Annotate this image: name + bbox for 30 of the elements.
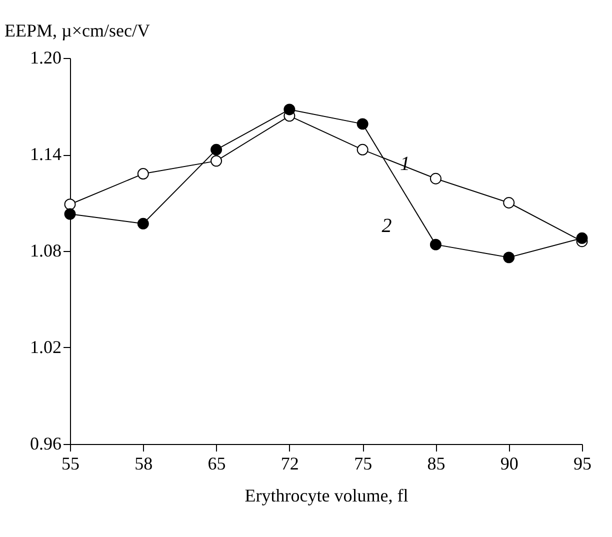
point [284, 104, 296, 116]
series-label: 2 [382, 215, 392, 238]
point [137, 168, 149, 180]
point [137, 218, 149, 230]
point [64, 208, 76, 220]
point [210, 144, 222, 156]
point [503, 252, 515, 264]
point [210, 155, 222, 167]
point [356, 118, 368, 130]
x-tick-label: 90 [500, 454, 518, 474]
x-axis-title: Erythrocyte volume, fl [244, 486, 408, 506]
y-axis-title: EEPM, µ×cm/sec/V [4, 20, 150, 40]
point [503, 197, 515, 208]
x-tick-label: 85 [427, 454, 446, 474]
y-tick-label: 1.08 [30, 240, 62, 260]
x-tick-label: 72 [280, 454, 299, 474]
x-tick-label: 55 [62, 454, 80, 474]
x-tick-label: 58 [134, 454, 153, 474]
point [356, 144, 368, 156]
y-tick-label: 1.20 [30, 48, 62, 68]
point [576, 232, 588, 244]
point [430, 172, 442, 184]
y-tick-label: 1.14 [30, 144, 62, 164]
point [64, 198, 76, 210]
x-tick-label: 95 [574, 454, 592, 474]
x-tick-label: 65 [208, 454, 226, 474]
y-tick-label: 1.02 [30, 337, 62, 357]
x-tick-label: 75 [354, 454, 372, 474]
y-tick-label: 0.96 [30, 434, 62, 454]
point [430, 238, 442, 250]
